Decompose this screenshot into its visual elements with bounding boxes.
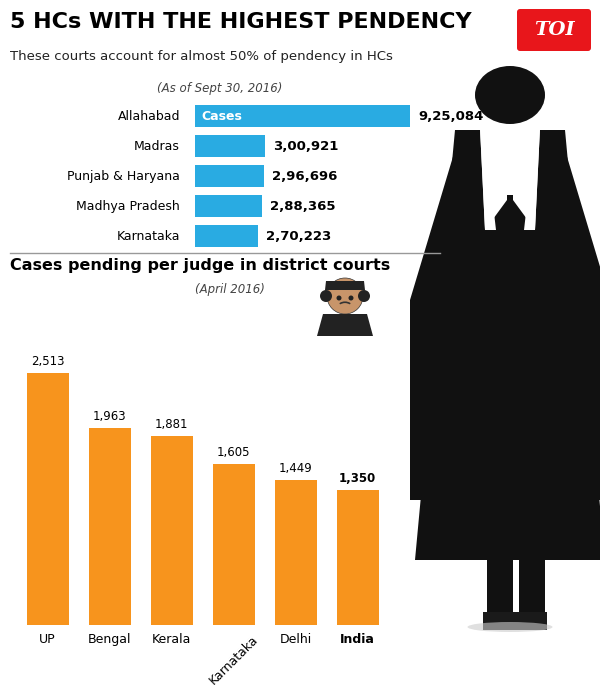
Polygon shape: [545, 150, 600, 500]
Circle shape: [337, 295, 341, 301]
Text: Punjab & Haryana: Punjab & Haryana: [67, 169, 180, 182]
Text: TOI: TOI: [533, 21, 574, 39]
Text: 1,449: 1,449: [278, 462, 313, 475]
Text: 1,350: 1,350: [339, 471, 376, 484]
Text: Madras: Madras: [134, 140, 180, 153]
FancyBboxPatch shape: [195, 105, 410, 127]
Polygon shape: [325, 281, 365, 290]
Text: Cases: Cases: [201, 110, 242, 123]
Polygon shape: [513, 128, 540, 230]
Text: 2,96,696: 2,96,696: [272, 169, 337, 182]
Text: Allahabad: Allahabad: [118, 110, 180, 123]
Circle shape: [327, 278, 363, 314]
Polygon shape: [480, 128, 507, 230]
Polygon shape: [410, 150, 475, 500]
Text: 9,25,084: 9,25,084: [418, 110, 484, 123]
Text: Kerala: Kerala: [152, 633, 191, 646]
FancyBboxPatch shape: [89, 428, 131, 625]
Polygon shape: [480, 128, 540, 230]
Text: 1,881: 1,881: [155, 419, 188, 432]
Circle shape: [358, 290, 370, 302]
Text: Karnataka: Karnataka: [116, 229, 180, 242]
Circle shape: [349, 295, 353, 301]
Text: 2,513: 2,513: [31, 355, 64, 368]
FancyBboxPatch shape: [195, 135, 265, 157]
Text: 1,605: 1,605: [217, 446, 250, 459]
Text: 3,00,921: 3,00,921: [273, 140, 338, 153]
FancyBboxPatch shape: [151, 436, 193, 625]
Text: Cases pending per judge in district courts: Cases pending per judge in district cour…: [10, 258, 390, 273]
FancyBboxPatch shape: [519, 480, 545, 620]
Text: Delhi: Delhi: [280, 633, 311, 646]
FancyBboxPatch shape: [26, 373, 68, 625]
Text: India: India: [340, 633, 375, 646]
Text: UP: UP: [39, 633, 56, 646]
FancyBboxPatch shape: [515, 612, 547, 630]
FancyBboxPatch shape: [483, 612, 515, 630]
FancyBboxPatch shape: [195, 195, 262, 217]
Polygon shape: [415, 130, 600, 560]
Text: 5 HCs WITH THE HIGHEST PENDENCY: 5 HCs WITH THE HIGHEST PENDENCY: [10, 12, 472, 32]
Text: Madhya Pradesh: Madhya Pradesh: [76, 199, 180, 212]
Ellipse shape: [475, 66, 545, 124]
FancyBboxPatch shape: [487, 480, 513, 620]
Text: These courts account for almost 50% of pendency in HCs: These courts account for almost 50% of p…: [10, 50, 393, 63]
FancyBboxPatch shape: [212, 464, 254, 625]
Ellipse shape: [467, 622, 553, 632]
Text: 2,70,223: 2,70,223: [266, 229, 331, 242]
FancyBboxPatch shape: [195, 225, 258, 247]
FancyBboxPatch shape: [275, 479, 317, 625]
Polygon shape: [492, 195, 528, 230]
FancyBboxPatch shape: [195, 165, 264, 187]
FancyBboxPatch shape: [517, 9, 591, 51]
Text: Bengal: Bengal: [88, 633, 131, 646]
Text: Karnataka: Karnataka: [206, 633, 260, 685]
Circle shape: [320, 290, 332, 302]
Text: (As of Sept 30, 2016): (As of Sept 30, 2016): [157, 82, 283, 95]
Text: (April 2016): (April 2016): [195, 283, 265, 296]
Text: 2,88,365: 2,88,365: [270, 199, 335, 212]
Polygon shape: [317, 314, 373, 336]
FancyBboxPatch shape: [337, 490, 379, 625]
Text: 1,963: 1,963: [92, 410, 127, 423]
